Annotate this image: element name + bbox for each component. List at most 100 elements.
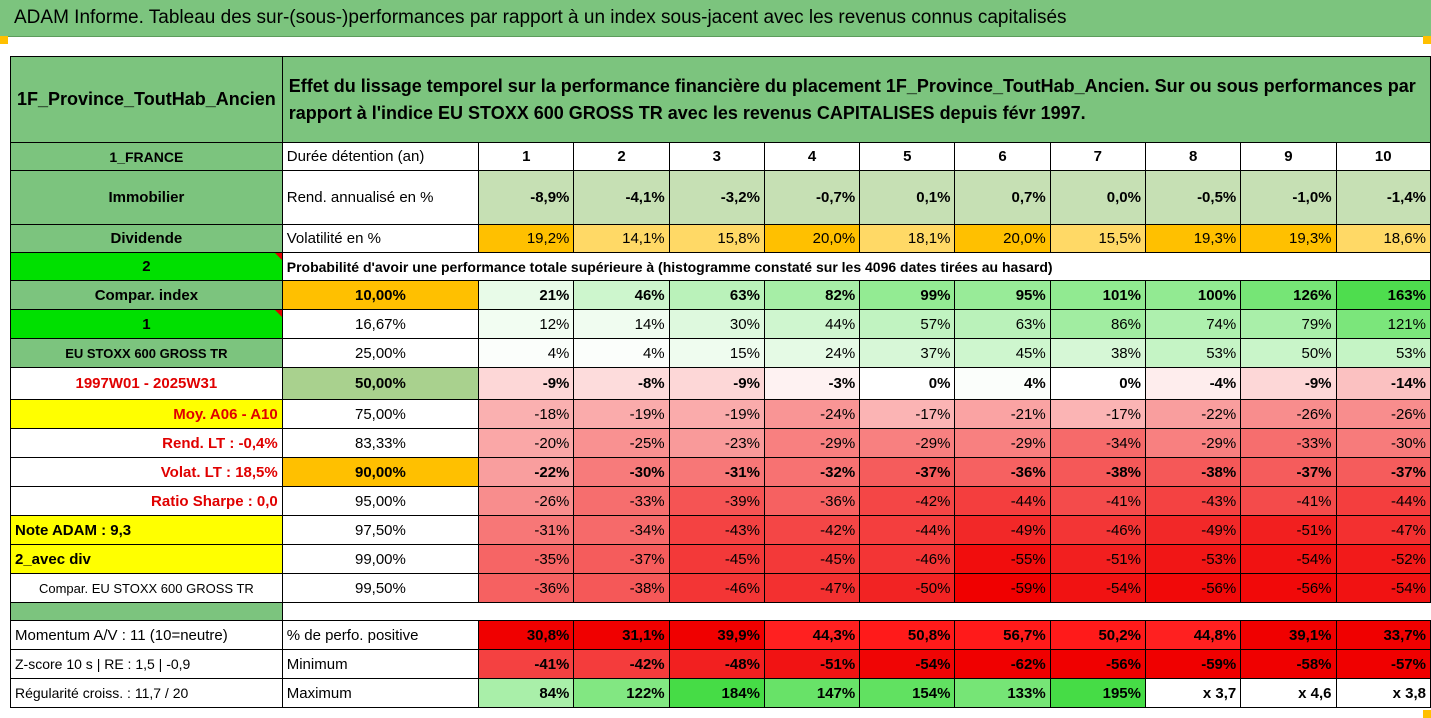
quantile-value: -37% [859,457,956,487]
quantile-row: Rend. LT : -0,4% 83,33% -20% -25% -23% -29% -2… [10,428,1431,458]
quantile-value: -19% [668,399,765,429]
period-cell: 1997W01 - 2025W31 [10,367,283,400]
quantile-value: 63% [954,309,1051,339]
quantile-percent-cell: 95,00% [281,486,480,516]
quantile-value: -30% [573,457,670,487]
summary-left-cell: Régularité croiss. : 11,7 / 20 [10,678,283,708]
quantile-value: -19% [573,399,670,429]
quantile-value: 30% [668,309,765,339]
quantile-percent-cell: 90,00% [281,457,480,487]
quantile-value: -34% [1049,428,1146,458]
quantile-percent-cell: 83,33% [281,428,480,458]
summary-value: -48% [668,649,765,679]
quantile-value: -32% [763,457,861,487]
summary-value: -62% [954,649,1051,679]
quantile-value: -45% [763,544,861,574]
quantile-value: -52% [1335,544,1431,574]
summary-value: 39,9% [668,620,765,650]
spacer-empty [282,603,1430,621]
summary-label: Maximum [281,678,480,708]
quantile-value: 0% [1049,367,1146,400]
quantile-value: 101% [1049,280,1146,310]
long-term-return-cell: Rend. LT : -0,4% [10,428,283,458]
quantile-value: 37% [859,338,956,368]
summary-value: 184% [668,678,765,708]
duration-year-10: 10 [1335,142,1431,171]
summary-value: 154% [859,678,956,708]
quantile-value: 82% [763,280,861,310]
summary-row: Z-score 10 s | RE : 1,5 | -0,9 Minimum -41… [10,649,1431,679]
quantile-value: 45% [954,338,1051,368]
summary-value: 195% [1049,678,1146,708]
quantile-value: 100% [1144,280,1242,310]
quantile-row: Volat. LT : 18,5% 90,00% -22% -30% -31% -32% -… [10,457,1431,487]
quantile-value: 24% [763,338,861,368]
quantile-value: -31% [478,515,575,545]
quantile-row: Ratio Sharpe : 0,0 95,00% -26% -33% -39% -36%… [10,486,1431,516]
quantile-value: -3% [763,367,861,400]
quantile-value: 63% [668,280,765,310]
adam-note-cell: Note ADAM : 9,3 [10,515,283,545]
return-year-1: -8,9% [478,170,575,225]
summary-left-cell: Z-score 10 s | RE : 1,5 | -0,9 [10,649,283,679]
description-cell: Effet du lissage temporel sur la perform… [281,56,1431,143]
summary-value: -42% [573,649,670,679]
summary-label: Minimum [281,649,480,679]
summary-value: x 4,6 [1240,678,1337,708]
quantile-value: -46% [859,544,956,574]
summary-value: -56% [1049,649,1146,679]
volatility-year-4: 20,0% [763,224,861,253]
quantile-value: -47% [763,573,861,603]
duration-year-4: 4 [763,142,861,171]
index-id-cell: 1 [10,309,283,339]
quantile-value: -21% [954,399,1051,429]
quantile-value: -4% [1144,367,1242,400]
quantile-value: -33% [573,486,670,516]
quantile-value: -24% [763,399,861,429]
quantile-value: -56% [1144,573,1242,603]
duration-row: 1_FRANCE Durée détention (an) 1 2 3 4 5 6 7 8 9 10 [10,142,1431,171]
quantile-value: -23% [668,428,765,458]
quantile-value: 53% [1144,338,1242,368]
summary-row: Momentum A/V : 11 (10=neutre)% de perfo.… [10,620,1431,650]
quantile-percent-cell: 25,00% [281,338,480,368]
duration-year-8: 8 [1144,142,1242,171]
summary-value: x 3,8 [1335,678,1431,708]
summary-value: -59% [1144,649,1242,679]
quantile-value: -26% [1335,399,1431,429]
duration-year-6: 6 [954,142,1051,171]
quantile-value: -41% [1049,486,1146,516]
volatility-row: Dividende Volatilité en % 19,2% 14,1% 15,8% 2… [10,224,1431,253]
corner-marker [1423,710,1431,718]
duration-year-7: 7 [1049,142,1146,171]
quantile-value: -22% [478,457,575,487]
compar-index-cell: Compar. index [10,280,283,310]
quantile-value: -17% [859,399,956,429]
volatility-label: Volatilité en % [281,224,480,253]
quantile-value: 21% [478,280,575,310]
quantile-value: 4% [573,338,670,368]
quantile-value: -42% [859,486,956,516]
quantile-row: EU STOXX 600 GROSS TR 25,00% 4% 4% 15% 24% 37%… [10,338,1431,368]
quantile-percent-cell: 97,50% [281,515,480,545]
quantile-value: -49% [954,515,1051,545]
return-label: Rend. annualisé en % [281,170,480,225]
summary-value: -54% [859,649,956,679]
quantile-value: -36% [954,457,1051,487]
summary-value: 147% [763,678,861,708]
quantile-value: -29% [763,428,861,458]
quantile-value: 121% [1335,309,1431,339]
title-bar: ADAM Informe. Tableau des sur-(sous-)per… [0,0,1431,37]
quantile-value: -51% [1049,544,1146,574]
quantile-value: 50% [1240,338,1337,368]
quantile-value: -47% [1335,515,1431,545]
summary-value: 133% [954,678,1051,708]
summary-row: Régularité croiss. : 11,7 / 20 Maximum 84%… [10,678,1431,708]
duration-year-3: 3 [668,142,765,171]
quantile-percent-cell: 75,00% [281,399,480,429]
quantile-value: -44% [1335,486,1431,516]
probability-index-cell: 2 [10,252,283,281]
summary-value: 44,8% [1144,620,1242,650]
quantile-value: -59% [954,573,1051,603]
quantile-value: 46% [573,280,670,310]
